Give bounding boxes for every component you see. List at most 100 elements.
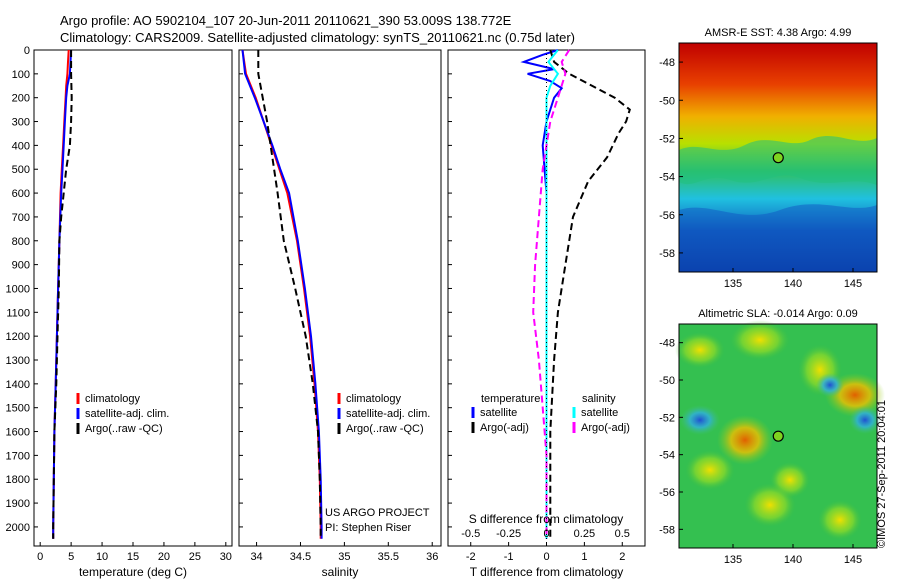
- difference-xtick-label: 1: [581, 551, 587, 563]
- temperature-xlabel: temperature (deg C): [79, 565, 187, 579]
- sla-anomaly-blob: [717, 415, 773, 465]
- header-line-2: Climatology: CARS2009. Satellite-adjuste…: [60, 30, 575, 45]
- sla-anomaly-blob: [730, 320, 790, 360]
- project-label: US ARGO PROJECT: [325, 507, 430, 519]
- sla_map-xtick-label: 145: [844, 554, 862, 566]
- sla_map-ytick-label: -58: [659, 524, 675, 536]
- header-line-1: Argo profile: AO 5902104_107 20-Jun-2011…: [60, 13, 512, 28]
- depth-tick-label: 1500: [6, 403, 30, 415]
- depth-tick-label: 1100: [6, 307, 30, 319]
- sst-map-panel: AMSR-E SST: 4.38 Argo: 4.99 135 140 145 -48 -…: [659, 27, 878, 290]
- depth-tick-label: 700: [12, 212, 30, 224]
- sla_map-xtick-label: 140: [784, 554, 802, 566]
- depth-tick-label: 800: [12, 236, 30, 248]
- salinity-xtick-label: 35: [338, 551, 350, 563]
- depth-tick-label: 1700: [6, 450, 30, 462]
- sst_map-frame: [678, 42, 878, 273]
- sst_map-ytick-label: -50: [659, 95, 675, 107]
- temperature-legend-label: Argo(..raw -QC): [85, 423, 163, 435]
- temperature-legend-label: satellite-adj. clim.: [85, 408, 169, 420]
- temperature-series-line: [52, 50, 73, 539]
- sla-anomaly-blob: [675, 332, 725, 368]
- sst_map-ytick-label: -52: [659, 133, 675, 145]
- salinity-xlabel: salinity: [322, 565, 359, 579]
- depth-tick-label: 900: [12, 260, 30, 272]
- sla-anomaly-blob: [685, 450, 735, 490]
- sla-anomaly-blob: [816, 373, 844, 397]
- salinity-xtick-label: 34.5: [290, 551, 311, 563]
- temperature-legend-label: climatology: [85, 393, 141, 405]
- difference-series-line: [549, 49, 631, 539]
- difference-legend-label: Argo(-adj): [480, 422, 529, 434]
- sla_map-ytick-label: -54: [659, 450, 675, 462]
- sst_map-ytick-label: -54: [659, 172, 675, 184]
- sst_map-ytick-label: -48: [659, 57, 675, 69]
- salinity-legend-label: satellite-adj. clim.: [346, 408, 430, 420]
- sla_map-ytick-label: -48: [659, 338, 675, 350]
- sla_map-title: Altimetric SLA: -0.014 Argo: 0.09: [698, 308, 858, 320]
- difference-panel: -2 -1 0 1 2 T difference from climatology -0.5…: [447, 49, 646, 579]
- imos-watermark: ©IMOS 27-Sep-2011 20:04:01: [876, 400, 888, 548]
- temperature-xtick-label: 25: [189, 551, 201, 563]
- temperature-xtick-label: 5: [68, 551, 74, 563]
- sla_map-ytick-label: -56: [659, 487, 675, 499]
- sla-anomaly-blob: [744, 483, 796, 527]
- sst_map-ytick-label: -58: [659, 248, 675, 260]
- sla_map-ytick-label: -52: [659, 412, 675, 424]
- difference-top-tick-label: -0.5: [461, 528, 480, 540]
- difference-xtick-label: 0: [543, 551, 549, 563]
- temperature-xtick-label: 10: [96, 551, 108, 563]
- difference-xtick-label: -1: [504, 551, 514, 563]
- temperature-xtick-label: 0: [37, 551, 43, 563]
- difference-top-tick-label: 0.25: [574, 528, 595, 540]
- depth-tick-label: 200: [12, 93, 30, 105]
- sla-map-panel: Altimetric SLA: -0.014 Argo: 0.09 135 140 1…: [659, 308, 885, 566]
- salinity-legend-label: Argo(..raw -QC): [346, 423, 424, 435]
- salinity-xtick-label: 36: [426, 551, 438, 563]
- depth-tick-label: 300: [12, 117, 30, 129]
- depth-tick-label: 400: [12, 140, 30, 152]
- temperature-panel: 0 5 10 15 20 25 300100200300400500600700800900…: [6, 45, 233, 579]
- difference-xlabel: T difference from climatology: [470, 565, 624, 579]
- sst-cold-band: [679, 204, 877, 272]
- depth-tick-label: 1300: [6, 355, 30, 367]
- depth-tick-label: 1200: [6, 331, 30, 343]
- argo-float-marker: [772, 430, 784, 442]
- sst_map-xtick-label: 140: [784, 278, 802, 290]
- depth-tick-label: 1400: [6, 379, 30, 391]
- depth-tick-label: 1800: [6, 474, 30, 486]
- sla-anomaly-blob: [849, 406, 881, 434]
- difference-legend-label: satellite: [581, 407, 618, 419]
- depth-tick-label: 0: [24, 45, 30, 57]
- sst_map-xtick-label: 145: [844, 278, 862, 290]
- salinity-series-line: [257, 50, 322, 539]
- sla_map-ytick-label: -50: [659, 375, 675, 387]
- depth-tick-label: 500: [12, 164, 30, 176]
- difference-top-tick-label: 0.5: [615, 528, 630, 540]
- sst_map-title: AMSR-E SST: 4.38 Argo: 4.99: [705, 27, 852, 39]
- depth-tick-label: 1900: [6, 498, 30, 510]
- difference-series-line: [532, 49, 571, 539]
- legend-header-salinity: salinity: [582, 393, 616, 405]
- depth-tick-label: 100: [12, 69, 30, 81]
- depth-tick-label: 1600: [6, 427, 30, 439]
- salinity-axes-box: [238, 49, 442, 547]
- temperature-axes-box: [33, 49, 233, 547]
- difference-legend-label: Argo(-adj): [581, 422, 630, 434]
- depth-tick-label: 600: [12, 188, 30, 200]
- sla_map-frame: [678, 323, 878, 549]
- sst_map-ytick-label: -56: [659, 210, 675, 222]
- temperature-xtick-label: 30: [220, 551, 232, 563]
- sla-anomaly-blob: [680, 405, 720, 435]
- difference-top-tick-label: -0.25: [496, 528, 521, 540]
- difference-legend-label: satellite: [480, 407, 517, 419]
- salinity-panel: 34 34.5 35 35.5 36 salinity climatology satelli…: [238, 49, 442, 579]
- difference-xtick-label: -2: [466, 551, 476, 563]
- difference-series-line: [545, 49, 560, 539]
- sla_map-xtick-label: 135: [724, 554, 742, 566]
- temperature-xtick-label: 20: [158, 551, 170, 563]
- salinity-legend-label: climatology: [346, 393, 402, 405]
- legend-header-temperature: temperature: [481, 393, 540, 405]
- difference-xtick-label: 2: [619, 551, 625, 563]
